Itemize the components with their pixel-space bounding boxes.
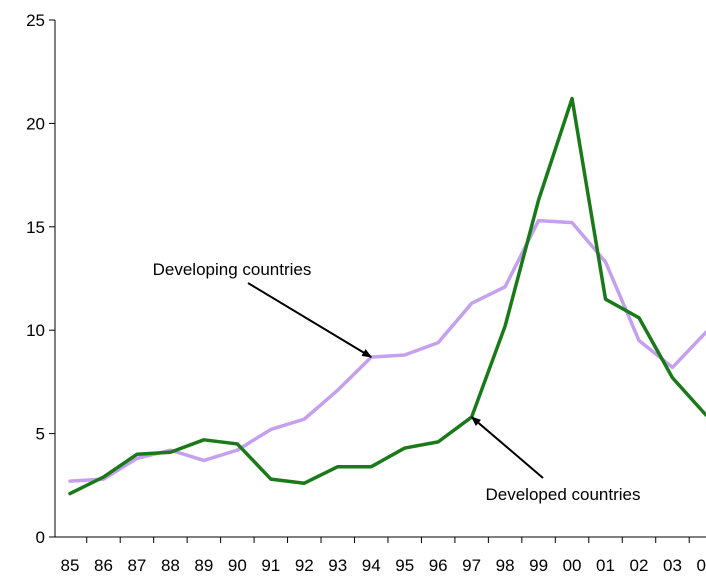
x-tick-label: 90 xyxy=(228,556,247,575)
x-tick-label: 97 xyxy=(462,556,481,575)
x-tick-label: 98 xyxy=(496,556,515,575)
x-tick-label: 85 xyxy=(61,556,80,575)
annotation-layer: Developing countries Developed countries xyxy=(153,260,641,504)
y-tick-label: 15 xyxy=(26,218,45,237)
x-tick-label: 03 xyxy=(663,556,682,575)
x-tick-label: 86 xyxy=(94,556,113,575)
x-tick-label: 04 xyxy=(696,556,706,575)
x-tick-label: 88 xyxy=(161,556,180,575)
y-tick-label: 0 xyxy=(36,528,45,547)
x-tick-label: 93 xyxy=(328,556,347,575)
y-tick-label: 5 xyxy=(36,425,45,444)
axes: 0 5 10 15 20 25 85 86 87 88 89 90 91 92 93 94 95 96 97 98 99… xyxy=(26,11,706,575)
x-tick-label: 91 xyxy=(261,556,280,575)
annotation-arrow xyxy=(470,416,544,479)
x-tick-label: 01 xyxy=(596,556,615,575)
annotation-label: Developing countries xyxy=(153,260,312,279)
series-layer xyxy=(68,96,706,496)
x-tick-label: 94 xyxy=(362,556,381,575)
x-tick-label: 02 xyxy=(630,556,649,575)
x-tick-label: 95 xyxy=(395,556,414,575)
annotation-arrow xyxy=(247,282,373,358)
x-tick-label: 99 xyxy=(529,556,548,575)
y-tick-label: 20 xyxy=(26,114,45,133)
y-tick-label: 10 xyxy=(26,321,45,340)
x-tick-label: 89 xyxy=(194,556,213,575)
series-line-developed-countries xyxy=(68,96,706,496)
annotation-label: Developed countries xyxy=(486,485,641,504)
x-tick-label: 96 xyxy=(429,556,448,575)
x-tick-label: 87 xyxy=(127,556,146,575)
x-tick-label: 92 xyxy=(295,556,314,575)
y-tick-label: 25 xyxy=(26,11,45,30)
x-tick-label: 00 xyxy=(563,556,582,575)
